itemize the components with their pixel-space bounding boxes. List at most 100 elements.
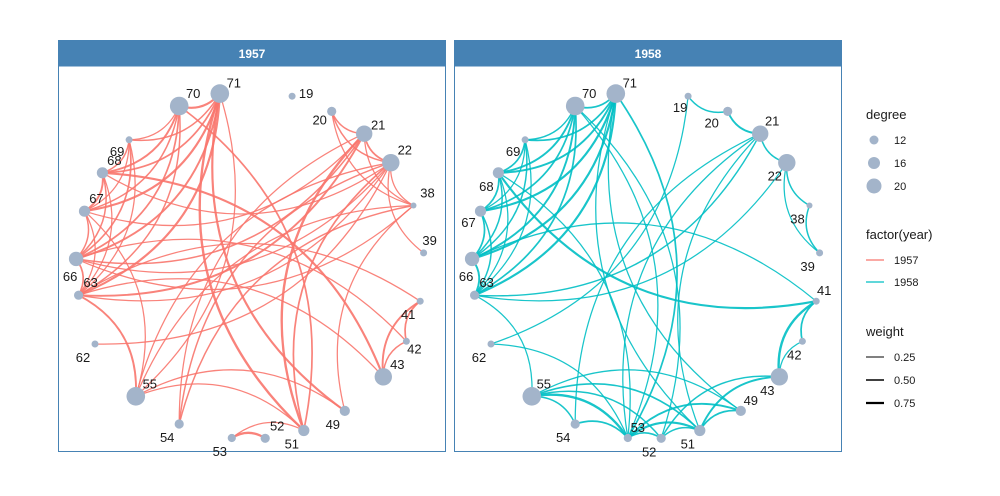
node-39 [816,249,824,257]
edge-42-41 [404,300,421,342]
node-label-38: 38 [420,186,434,201]
facet-strip-label: 1957 [239,47,266,61]
edge-66-38 [75,205,414,291]
node-53 [227,433,236,443]
node-label-53: 53 [213,444,227,459]
node-label-55: 55 [537,376,551,391]
edge-51-22 [292,162,392,431]
node-label-54: 54 [556,430,570,445]
node-label-49: 49 [744,393,758,408]
legend-color-title: factor(year) [866,227,932,242]
node-label-43: 43 [390,357,404,372]
edge-22-39 [387,162,424,254]
edge-42-41 [800,300,817,342]
edge-71-63 [78,93,221,297]
edge-52-43 [660,375,780,439]
node-label-21: 21 [371,118,385,133]
node-22 [778,154,796,172]
node-label-49: 49 [326,417,340,432]
node-42 [402,337,410,345]
edge-66-41 [471,222,817,302]
edge-22-39 [783,162,820,254]
edge-43-41 [777,300,817,377]
edge-55-22 [135,162,391,397]
node-68 [96,167,108,179]
node-label-53: 53 [631,420,645,435]
legend-color-label: 1958 [894,277,918,289]
facet-strip-label: 1958 [635,47,662,61]
edge-62-53 [490,343,629,439]
node-label-68: 68 [107,153,121,168]
edge-71-53 [615,93,678,439]
edge-38-39 [805,205,821,254]
legend-degree-key [869,135,879,145]
edge-68-66 [75,172,107,260]
edge-70-67 [84,105,180,212]
node-21 [752,125,769,142]
node-53 [623,433,632,443]
edge-63-55 [474,294,533,397]
node-54 [174,419,184,429]
node-22 [382,154,400,172]
edge-51-21 [677,133,761,431]
edge-54-22 [178,161,392,425]
edge-71-69 [129,93,221,142]
legend-weight-label: 0.50 [894,375,915,387]
node-label-42: 42 [407,341,421,356]
edge-51-55 [135,383,305,431]
node-67 [474,205,487,217]
legend: degree 12 16 20 factor(year) 1957 1958 weight 0.… [865,107,932,410]
node-label-22: 22 [398,143,412,158]
node-label-69: 69 [506,144,520,159]
node-70 [565,96,585,116]
edge-68-22 [102,162,392,215]
edge-63-21 [474,133,761,297]
edge-69-66 [75,139,132,260]
node-20 [327,106,337,116]
legend-weight-label: 0.75 [894,398,915,410]
node-label-20: 20 [704,115,718,130]
node-63 [74,290,84,300]
legend-degree-title: degree [866,107,906,122]
edge-71-49 [607,93,742,412]
edge-68-66 [471,172,503,260]
node-19 [288,92,296,100]
node-label-21: 21 [765,114,779,129]
edges [471,93,821,440]
node-label-70: 70 [186,86,200,101]
edge-63-22 [78,162,392,302]
edge-71-67 [480,93,617,213]
node-66 [68,251,84,267]
edge-71-51 [198,93,305,432]
node-label-67: 67 [89,191,103,206]
edge-66-22 [75,162,392,274]
edge-70-66 [471,105,577,260]
edge-21-38 [363,133,414,207]
node-label-66: 66 [459,269,473,284]
legend-weight-label: 0.25 [894,352,915,364]
edge-67-21 [84,133,365,227]
node-71 [606,84,626,103]
edge-71-69 [525,93,617,142]
node-70 [169,96,189,116]
node-42 [798,337,806,345]
node-62 [487,340,495,348]
facet-strip [58,40,446,66]
edge-71-51 [595,93,701,431]
node-43 [770,368,788,386]
node-55 [126,387,146,406]
edge-67-63 [474,210,492,296]
edge-55-49 [531,369,742,412]
edge-55-51 [531,383,701,432]
edge-70-66 [75,105,181,260]
edge-67-55 [84,210,146,397]
edge-53-49 [627,402,742,439]
node-63 [470,290,480,300]
legend-degree-label: 20 [894,181,906,193]
node-label-51: 51 [681,437,695,452]
edge-63-41 [78,242,421,302]
node-21 [356,125,373,142]
legend-degree-label: 16 [894,158,906,170]
